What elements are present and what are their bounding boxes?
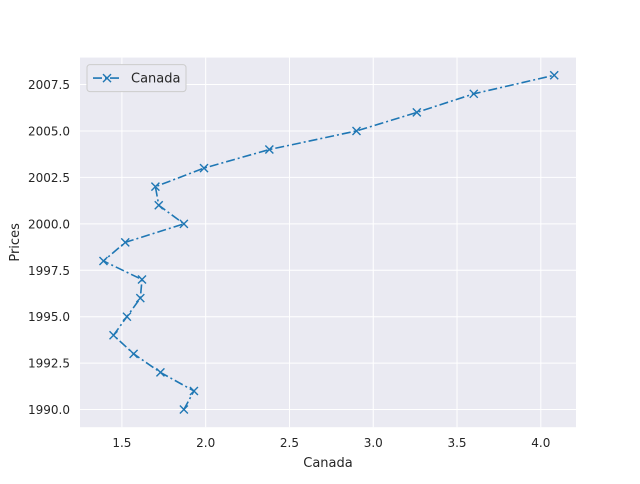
y-tick-label: 2007.5: [28, 78, 70, 92]
marker-stroke: [98, 256, 108, 266]
y-tick-label: 2000.0: [28, 217, 70, 231]
marker-stroke: [154, 200, 164, 210]
x-tick-label: 3.5: [447, 436, 466, 450]
data-point-marker: [351, 126, 361, 136]
marker-stroke: [264, 145, 274, 155]
y-axis-label: Prices: [8, 223, 23, 262]
y-tick-label: 1990.0: [28, 403, 70, 417]
data-point-marker: [129, 349, 139, 359]
legend-box: [86, 64, 187, 93]
x-tick-label: 3.0: [364, 436, 383, 450]
y-tick-labels: 1990.0 1992.5 1995.0 1997.5 2000.0 2002.5 2005…: [28, 78, 70, 417]
y-tick-label: 2005.0: [28, 124, 70, 138]
y-gridlines: [80, 84, 576, 411]
legend: Canada: [86, 64, 187, 93]
marker-stroke: [135, 293, 145, 303]
data-point-marker: [154, 200, 164, 210]
marker-stroke: [199, 163, 209, 173]
series-layer: [98, 70, 559, 415]
marker-stroke: [109, 330, 119, 340]
x-tick-label: 1.5: [112, 436, 131, 450]
data-point-marker: [179, 405, 189, 415]
y-tick-label: 1995.0: [28, 310, 70, 324]
marker-stroke: [120, 237, 130, 247]
y-tick-label: 1992.5: [28, 357, 70, 371]
data-point-marker: [412, 107, 422, 117]
marker-stroke: [129, 349, 139, 359]
marker-stroke: [351, 126, 361, 136]
marker-stroke: [189, 386, 199, 396]
marker-stroke: [122, 312, 132, 322]
data-point-marker: [155, 367, 165, 377]
data-point-marker: [135, 293, 145, 303]
x-tick-label: 2.0: [196, 436, 215, 450]
data-point-marker: [98, 256, 108, 266]
data-point-marker: [109, 330, 119, 340]
x-tick-label: 4.0: [531, 436, 550, 450]
marker-stroke: [469, 89, 479, 99]
y-tick-label: 1997.5: [28, 264, 70, 278]
x-tick-label: 2.5: [280, 436, 299, 450]
data-point-marker: [264, 145, 274, 155]
x-tick-labels: 1.5 2.0 2.5 3.0 3.5 4.0: [112, 436, 550, 450]
marker-stroke: [150, 182, 160, 192]
data-point-marker: [122, 312, 132, 322]
marker-stroke: [137, 275, 147, 285]
data-point-marker: [199, 163, 209, 173]
x-axis-label: Canada: [303, 456, 352, 471]
marker-stroke: [179, 219, 189, 229]
plot-area: [80, 57, 576, 428]
marker-stroke: [179, 405, 189, 415]
x-gridlines: [121, 57, 542, 428]
marker-stroke: [549, 70, 559, 80]
y-tick-label: 2002.5: [28, 171, 70, 185]
data-point-marker: [189, 386, 199, 396]
data-point-marker: [549, 70, 559, 80]
data-point-marker: [150, 182, 160, 192]
data-point-marker: [179, 219, 189, 229]
marker-stroke: [412, 107, 422, 117]
legend-marker-stroke: [102, 73, 112, 83]
data-point-marker: [137, 275, 147, 285]
data-point-marker: [469, 89, 479, 99]
legend-label: Canada: [131, 72, 180, 87]
data-point-marker: [120, 237, 130, 247]
marker-stroke: [155, 367, 165, 377]
